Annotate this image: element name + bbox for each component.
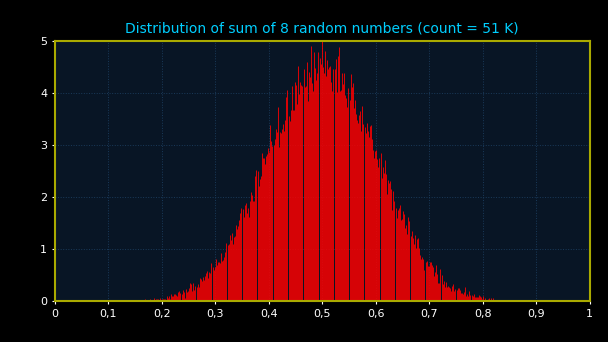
Title: Distribution of sum of 8 random numbers (count = 51 K): Distribution of sum of 8 random numbers … bbox=[125, 22, 519, 36]
